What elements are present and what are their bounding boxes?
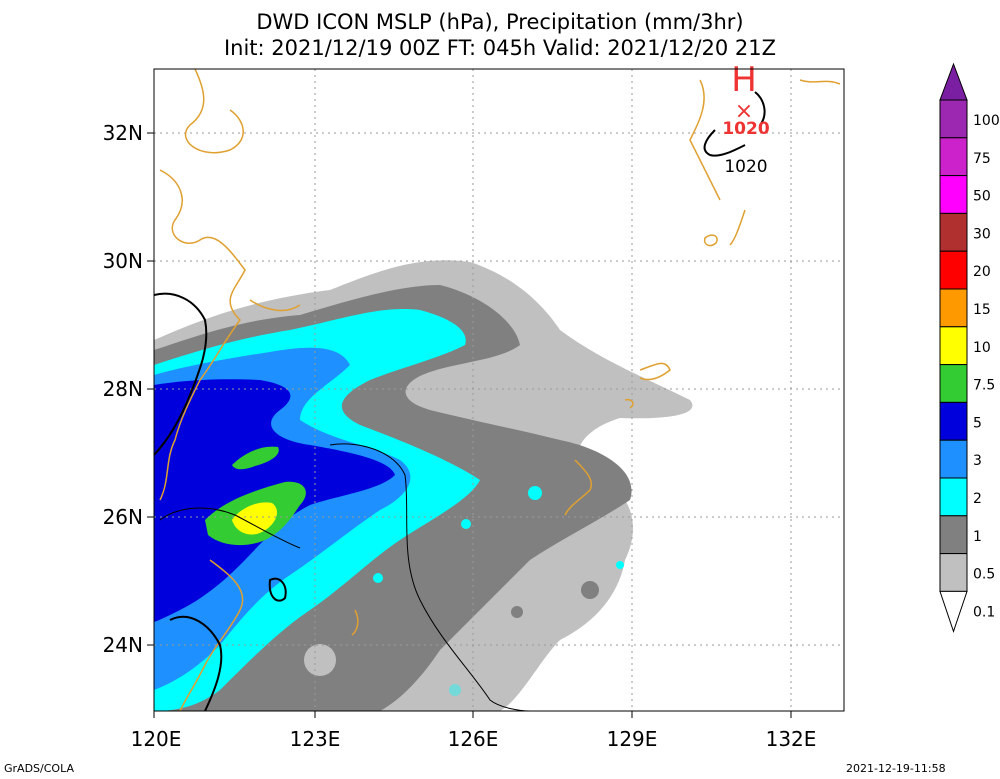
x-tick-label: 129E (607, 727, 658, 751)
map-title: DWD ICON MSLP (hPa), Precipitation (mm/3… (256, 10, 744, 34)
high-center-icon: × (735, 99, 753, 124)
x-tick-label: 123E (290, 727, 341, 751)
precip-cell (511, 606, 523, 618)
colorbar-swatch (939, 175, 968, 214)
y-tick-label: 28N (103, 377, 143, 401)
colorbar-swatch (939, 250, 968, 290)
axis-ticks (147, 132, 792, 718)
footer-timestamp: 2021-12-19-11:58 (846, 762, 946, 775)
colorbar-swatch (939, 515, 968, 555)
map-frame (153, 68, 845, 712)
colorbar-swatch (939, 477, 968, 517)
x-tick-label: 126E (448, 727, 499, 751)
grid-lines (154, 69, 844, 711)
colorbar-swatch (939, 364, 968, 403)
colorbar-swatch (939, 288, 968, 328)
colorbar-label: 50 (973, 189, 991, 205)
precip-cell (528, 486, 542, 500)
colorbar-swatch (939, 326, 968, 366)
colorbar-swatch (939, 439, 968, 479)
colorbar-label: 100 (973, 113, 1000, 129)
colorbar-label: 0.1 (973, 604, 995, 620)
colorbar-label: 30 (973, 226, 991, 242)
precip-cell (373, 573, 383, 583)
x-tick-label: 120E (131, 727, 182, 751)
high-pressure-value: 1020 (722, 119, 769, 139)
colorbar-label: 7.5 (973, 378, 995, 394)
precip-cell (581, 581, 599, 599)
colorbar-swatch (939, 212, 968, 252)
precip-7.5-region (232, 502, 277, 535)
precipitation-colorbar: 100 75 50 30 20 15 10 7.5 5 3 2 1 0.5 0.1 (939, 62, 1000, 633)
x-tick-label: 132E (766, 727, 817, 751)
precip-cell (443, 678, 467, 702)
colorbar-label: 15 (973, 302, 991, 318)
colorbar-label: 20 (973, 264, 991, 280)
colorbar-label: 75 (973, 151, 991, 167)
coastlines (159, 69, 841, 711)
colorbar-label: 5 (973, 415, 982, 431)
colorbar-swatch (939, 401, 968, 441)
precip-cell (461, 519, 471, 529)
precip-5-region-2 (232, 446, 279, 470)
y-tick-label: 30N (103, 249, 143, 273)
map-subtitle: Init: 2021/12/19 00Z FT: 045h Valid: 202… (223, 36, 777, 60)
y-tick-label: 26N (103, 505, 143, 529)
isobar-label: 1020 (724, 157, 767, 177)
precip-cell (304, 644, 336, 676)
precip-cell (616, 561, 624, 569)
colorbar-swatch (939, 99, 968, 139)
y-tick-label: 32N (103, 121, 143, 145)
colorbar-label: 3 (973, 453, 982, 469)
y-tick-label: 24N (103, 633, 143, 657)
boundaries (154, 91, 766, 711)
colorbar-swatch (939, 553, 968, 592)
colorbar-label: 2 (973, 491, 982, 507)
colorbar-top-arrow (939, 62, 968, 101)
colorbar-swatch (939, 137, 968, 177)
precipitation-field (154, 260, 693, 711)
colorbar-label: 1 (973, 529, 982, 545)
colorbar-bottom-arrow (939, 590, 968, 633)
footer-credit: GrADS/COLA (4, 762, 74, 775)
colorbar-label: 0.5 (973, 567, 995, 583)
colorbar-label: 10 (973, 340, 991, 356)
high-pressure-marker: H (731, 60, 757, 100)
